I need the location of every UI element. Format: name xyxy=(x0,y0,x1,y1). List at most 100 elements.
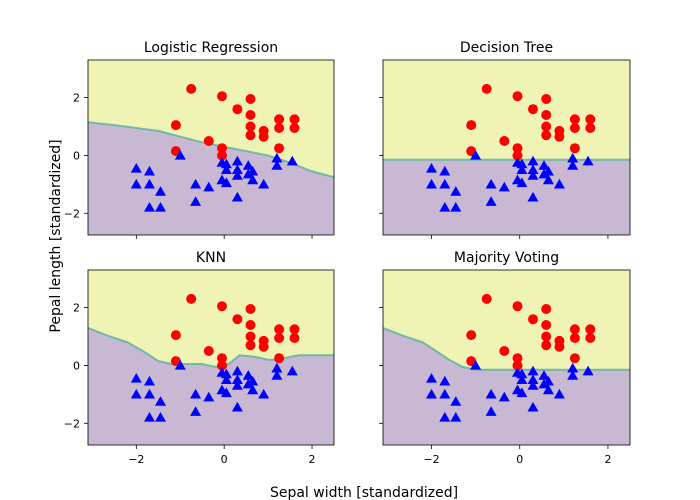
point-class-1 xyxy=(485,406,497,416)
point-class-0 xyxy=(512,143,523,154)
decision-region-class-1 xyxy=(383,159,630,235)
y-tick-label: 0 xyxy=(73,149,80,162)
point-class-0 xyxy=(512,301,523,312)
point-class-0 xyxy=(245,110,256,120)
point-class-1 xyxy=(527,155,539,166)
y-axis-label: Pepal length [standardized] xyxy=(48,139,64,332)
point-class-1 xyxy=(155,396,166,406)
point-class-1 xyxy=(231,164,243,174)
point-class-0 xyxy=(481,293,492,304)
point-class-0 xyxy=(274,324,285,335)
point-class-1 xyxy=(190,196,202,206)
point-class-1 xyxy=(247,174,259,185)
point-class-1 xyxy=(485,178,497,189)
point-class-1 xyxy=(220,387,232,398)
point-class-0 xyxy=(481,83,492,94)
point-class-1 xyxy=(130,163,142,173)
point-class-1 xyxy=(144,178,155,189)
point-class-0 xyxy=(217,360,227,371)
point-class-1 xyxy=(144,165,155,176)
point-class-0 xyxy=(569,114,580,125)
point-class-1 xyxy=(582,155,594,166)
point-class-0 xyxy=(541,304,552,314)
point-class-0 xyxy=(289,114,300,125)
point-class-1 xyxy=(439,165,451,176)
point-class-1 xyxy=(271,152,283,163)
point-class-0 xyxy=(258,341,269,352)
point-class-1 xyxy=(485,388,497,399)
point-class-1 xyxy=(174,360,186,370)
point-class-0 xyxy=(541,320,552,330)
point-class-1 xyxy=(439,375,451,386)
point-class-1 xyxy=(553,388,565,399)
subplot-title: Decision Tree xyxy=(460,40,553,56)
point-class-1 xyxy=(542,174,554,185)
point-class-1 xyxy=(498,391,510,402)
point-class-0 xyxy=(274,123,285,133)
point-class-0 xyxy=(541,121,552,132)
point-class-1 xyxy=(567,370,579,380)
point-class-0 xyxy=(217,150,227,161)
point-class-0 xyxy=(569,353,580,364)
point-class-1 xyxy=(450,412,462,422)
x-tick-label: −2 xyxy=(128,453,144,466)
point-class-1 xyxy=(190,388,202,399)
point-class-1 xyxy=(286,155,298,166)
point-class-0 xyxy=(274,143,285,154)
plot-area xyxy=(383,60,630,235)
x-axis-label: Sepal width [standardized] xyxy=(270,485,458,500)
point-class-1 xyxy=(426,163,437,173)
point-class-1 xyxy=(485,196,497,206)
point-class-1 xyxy=(516,374,528,384)
point-class-1 xyxy=(527,170,539,180)
point-class-0 xyxy=(217,301,227,312)
point-class-0 xyxy=(512,91,523,102)
point-class-1 xyxy=(553,178,565,189)
point-class-0 xyxy=(512,353,523,364)
point-class-0 xyxy=(554,131,565,142)
point-class-0 xyxy=(541,340,552,351)
point-class-0 xyxy=(541,130,552,141)
point-class-0 xyxy=(217,91,227,102)
point-class-0 xyxy=(512,360,523,371)
point-class-0 xyxy=(245,304,256,314)
point-class-1 xyxy=(144,202,155,212)
point-class-0 xyxy=(569,333,580,343)
point-class-1 xyxy=(450,186,462,196)
point-class-1 xyxy=(439,202,451,212)
x-tick-label: 2 xyxy=(604,453,611,466)
x-tick-label: −2 xyxy=(423,453,439,466)
point-class-1 xyxy=(174,150,186,160)
x-tick-label: 2 xyxy=(309,453,316,466)
point-class-0 xyxy=(186,83,197,94)
point-class-0 xyxy=(232,314,243,325)
point-class-1 xyxy=(271,160,283,170)
point-class-0 xyxy=(186,293,197,304)
point-class-1 xyxy=(516,387,528,398)
axes-frame xyxy=(382,269,631,446)
point-class-1 xyxy=(470,360,482,370)
point-class-1 xyxy=(527,401,539,412)
point-class-1 xyxy=(220,177,232,188)
point-class-0 xyxy=(569,143,580,154)
point-class-1 xyxy=(144,412,155,422)
point-class-1 xyxy=(498,181,510,192)
point-class-1 xyxy=(542,375,554,386)
point-class-0 xyxy=(258,131,269,142)
axes-frame xyxy=(87,59,335,236)
point-class-1 xyxy=(258,178,270,189)
point-class-1 xyxy=(271,370,283,380)
point-class-0 xyxy=(289,333,300,343)
point-class-0 xyxy=(466,120,477,131)
point-class-1 xyxy=(247,384,259,395)
point-class-1 xyxy=(203,181,215,192)
point-class-1 xyxy=(190,178,202,189)
point-class-1 xyxy=(231,401,243,412)
point-class-1 xyxy=(247,375,259,386)
point-class-1 xyxy=(567,160,579,170)
point-class-1 xyxy=(130,388,142,399)
point-class-1 xyxy=(247,165,259,176)
point-class-0 xyxy=(217,143,227,154)
point-class-0 xyxy=(554,341,565,352)
y-tick-label: −2 xyxy=(64,207,80,220)
